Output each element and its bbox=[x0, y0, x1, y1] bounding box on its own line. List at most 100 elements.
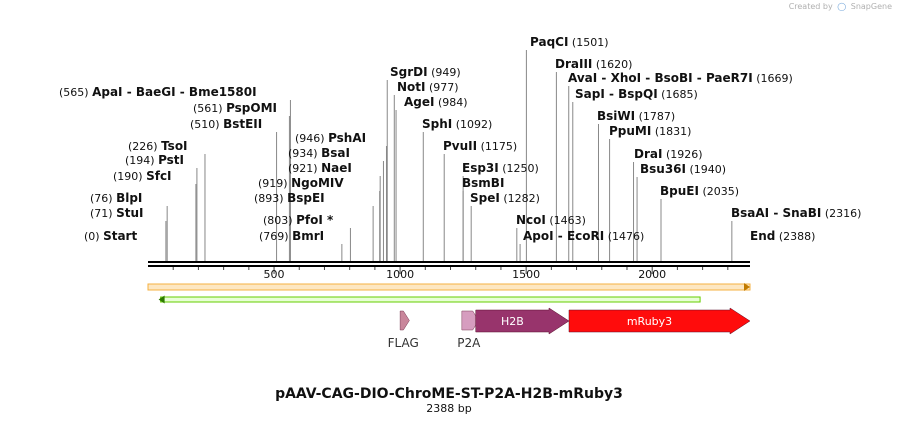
site-position: (1250) bbox=[499, 162, 539, 175]
site-label-mid: (893) BspEI bbox=[254, 191, 325, 205]
watermark: Created by ◯ SnapGene bbox=[789, 2, 892, 11]
feature-label-flag: FLAG bbox=[388, 336, 419, 350]
site-name: NcoI bbox=[516, 213, 546, 227]
site-label-mid: (803) PfoI * bbox=[263, 213, 334, 227]
site-label-mid: (769) BmrI bbox=[259, 229, 324, 243]
site-position: (977) bbox=[426, 81, 459, 94]
site-label-left: (76) BlpI bbox=[90, 191, 142, 205]
site-position: (510) bbox=[190, 118, 223, 131]
site-label-right: BsmBI bbox=[462, 176, 504, 190]
site-label-left: (0) Start bbox=[84, 229, 137, 243]
site-name: XhoI bbox=[611, 71, 642, 85]
site-position: (803) bbox=[263, 214, 296, 227]
site-label-right: BsiWI (1787) bbox=[597, 109, 675, 123]
site-label-right: Bsu36I (1940) bbox=[640, 162, 726, 176]
map-subtitle: 2388 bp bbox=[426, 402, 471, 415]
site-name: ApaI bbox=[92, 85, 122, 99]
site-name: PvuII bbox=[443, 139, 477, 153]
site-label-left: (510) BstEII bbox=[190, 117, 262, 131]
site-position: (194) bbox=[125, 154, 158, 167]
site-label-left: (194) PstI bbox=[125, 153, 184, 167]
site-name: PspOMI bbox=[226, 101, 277, 115]
site-name: BstEII bbox=[223, 117, 262, 131]
site-name: SapI bbox=[575, 87, 605, 101]
site-label-right: NotI (977) bbox=[397, 80, 459, 94]
site-separator: - bbox=[769, 206, 782, 220]
feature-label-mruby3: mRuby3 bbox=[627, 315, 672, 328]
feature-arrow-h2b bbox=[475, 307, 570, 335]
site-position: (949) bbox=[428, 66, 461, 79]
site-label-mid: (921) NaeI bbox=[288, 161, 352, 175]
site-label-right: AgeI (984) bbox=[404, 95, 468, 109]
site-label-right: End (2388) bbox=[750, 229, 815, 243]
site-separator: - bbox=[176, 85, 189, 99]
site-name: PaqCI bbox=[530, 35, 568, 49]
site-position: (1620) bbox=[592, 58, 632, 71]
site-position: (1685) bbox=[658, 88, 698, 101]
site-label-right: BpuEI (2035) bbox=[660, 184, 739, 198]
site-name: SfcI bbox=[146, 169, 171, 183]
site-position: (0) bbox=[84, 230, 103, 243]
site-name: BmrI bbox=[292, 229, 324, 243]
features: FLAG P2A H2B mRuby3 bbox=[388, 307, 751, 350]
site-position: (1463) bbox=[546, 214, 586, 227]
site-label-left: (190) SfcI bbox=[113, 169, 172, 183]
site-label-right: AvaI - XhoI - BsoBI - PaeR7I (1669) bbox=[568, 71, 793, 85]
site-position: (1501) bbox=[568, 36, 608, 49]
site-name: SnaBI bbox=[782, 206, 821, 220]
feature-bars bbox=[147, 283, 751, 304]
tick-label: 2000 bbox=[638, 268, 666, 281]
site-position: (934) bbox=[288, 147, 321, 160]
site-name: BsaAI bbox=[731, 206, 769, 220]
site-label-right: DraI (1926) bbox=[634, 147, 703, 161]
site-label-right: DraIII (1620) bbox=[555, 57, 632, 71]
site-name: DraI bbox=[634, 147, 662, 161]
site-name: BspEI bbox=[287, 191, 325, 205]
site-label-mid: (946) PshAI bbox=[295, 131, 366, 145]
site-position: (1282) bbox=[500, 192, 540, 205]
map-title: pAAV-CAG-DIO-ChroME-ST-P2A-H2B-mRuby3 bbox=[275, 386, 623, 402]
site-position: (1940) bbox=[686, 163, 726, 176]
site-label-right: PaqCI (1501) bbox=[530, 35, 609, 49]
site-label-right: SpeI (1282) bbox=[470, 191, 540, 205]
site-label-right: PpuMI (1831) bbox=[609, 124, 691, 138]
site-position: (190) bbox=[113, 170, 146, 183]
site-name: ApoI bbox=[523, 229, 554, 243]
site-label-left: (226) TsoI bbox=[128, 139, 188, 153]
site-position: (1175) bbox=[477, 140, 517, 153]
site-label-left: (565) ApaI - BaeGI - Bme1580I bbox=[59, 85, 257, 99]
green-feature-bar bbox=[160, 296, 701, 303]
site-position: (561) bbox=[193, 102, 226, 115]
site-name: Start bbox=[103, 229, 137, 243]
site-name: PpuMI bbox=[609, 124, 651, 138]
site-name: BsiWI bbox=[597, 109, 635, 123]
site-position: (1926) bbox=[662, 148, 702, 161]
site-label-right: NcoI (1463) bbox=[516, 213, 586, 227]
site-position: (226) bbox=[128, 140, 161, 153]
site-separator: - bbox=[554, 229, 567, 243]
site-separator: - bbox=[597, 71, 610, 85]
site-name: StuI bbox=[116, 206, 143, 220]
site-name: BlpI bbox=[116, 191, 142, 205]
site-name: AgeI bbox=[404, 95, 434, 109]
site-position: (71) bbox=[90, 207, 116, 220]
site-name: PshAI bbox=[328, 131, 366, 145]
site-position: (984) bbox=[434, 96, 467, 109]
feature-label-h2b: H2B bbox=[501, 315, 524, 328]
site-labels: (0) Start(71) StuI(76) BlpI(190) SfcI(19… bbox=[59, 35, 861, 243]
site-position: (946) bbox=[295, 132, 328, 145]
tick-label: 1500 bbox=[512, 268, 540, 281]
site-name: PfoI * bbox=[296, 213, 334, 227]
site-name: BsaI bbox=[321, 146, 350, 160]
site-label-right: SgrDI (949) bbox=[390, 65, 461, 79]
site-name: SpeI bbox=[470, 191, 500, 205]
site-name: TsoI bbox=[161, 139, 187, 153]
watermark-prefix: Created by bbox=[788, 2, 833, 11]
site-label-right: PvuII (1175) bbox=[443, 139, 517, 153]
site-label-right: BsaAI - SnaBI (2316) bbox=[731, 206, 861, 220]
feature-arrow-flag bbox=[399, 310, 410, 331]
site-label-right: Esp3I (1250) bbox=[462, 161, 539, 175]
site-name: NgoMIV bbox=[291, 176, 344, 190]
site-position: (893) bbox=[254, 192, 287, 205]
